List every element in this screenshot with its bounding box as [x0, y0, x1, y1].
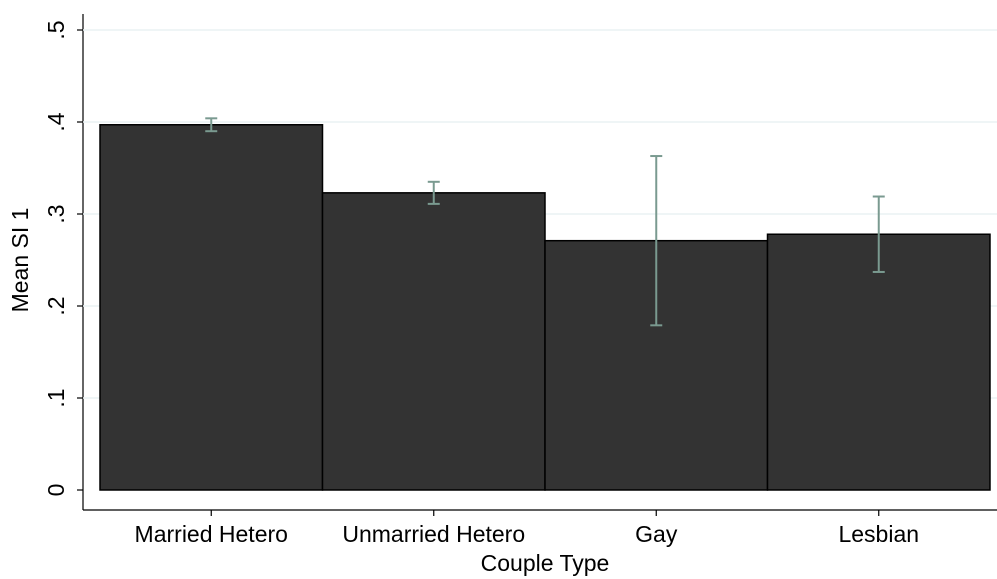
- y-tick-label: .4: [43, 112, 69, 131]
- x-tick-label: Lesbian: [838, 521, 919, 547]
- y-tick-label: .3: [43, 204, 69, 223]
- x-tick-label: Unmarried Hetero: [342, 521, 525, 547]
- error-bar: [427, 180, 440, 205]
- y-tick-label: .2: [43, 296, 69, 315]
- y-tick-label: .5: [43, 20, 69, 39]
- y-axis-title: Mean SI 1: [7, 208, 33, 313]
- bar: [321, 192, 546, 491]
- y-tick-label: .1: [43, 388, 69, 407]
- x-tick-label: Gay: [635, 521, 678, 547]
- bar: [99, 124, 324, 491]
- error-bar: [650, 155, 663, 327]
- error-bar: [872, 195, 885, 273]
- error-bar: [205, 117, 218, 133]
- y-tick-label: 0: [43, 484, 69, 497]
- x-axis-title: Couple Type: [481, 550, 610, 576]
- x-tick-label: Married Hetero: [135, 521, 288, 547]
- bar: [766, 233, 991, 491]
